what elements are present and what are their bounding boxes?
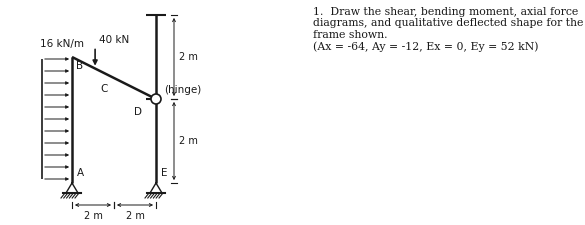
Text: 40 kN: 40 kN — [99, 35, 129, 45]
Text: 1.  Draw the shear, bending moment, axial force
diagrams, and qualitative deflec: 1. Draw the shear, bending moment, axial… — [313, 7, 583, 52]
Text: C: C — [100, 84, 108, 94]
Text: (hinge): (hinge) — [164, 85, 201, 95]
Text: 16 kN/m: 16 kN/m — [40, 39, 84, 49]
Circle shape — [151, 94, 161, 104]
Text: 2 m: 2 m — [84, 211, 102, 221]
Text: D: D — [134, 107, 142, 117]
Text: B: B — [76, 61, 83, 71]
Text: 2 m: 2 m — [179, 136, 198, 146]
Text: E: E — [161, 168, 167, 178]
Text: A: A — [77, 168, 84, 178]
Text: 2 m: 2 m — [126, 211, 144, 221]
Text: 2 m: 2 m — [179, 52, 198, 62]
